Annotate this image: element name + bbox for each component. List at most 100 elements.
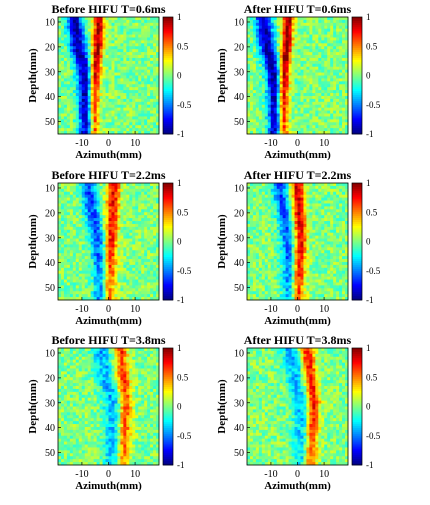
- colorbar-tick-label: -1: [366, 295, 374, 305]
- colorbar-tick-label: 1: [177, 178, 182, 188]
- colorbar-tick-label: 1: [177, 343, 182, 353]
- colorbar-tick-label: -0.5: [366, 100, 381, 110]
- heatmap-cells: [58, 183, 160, 301]
- y-tick-label: 50: [45, 448, 55, 459]
- colorbar-tick-label: -0.5: [366, 266, 381, 276]
- panel-title: After HIFU T=0.6ms: [244, 2, 352, 16]
- y-tick-label: 50: [45, 117, 55, 128]
- colorbar-tick-label: 0: [177, 71, 182, 81]
- panel-title: Before HIFU T=2.2ms: [51, 168, 165, 182]
- y-tick-label: 20: [234, 42, 244, 53]
- y-tick-label: 40: [234, 423, 244, 434]
- colorbar-tick-label: 1: [366, 12, 371, 22]
- colorbar-tick-label: -0.5: [177, 266, 192, 276]
- colorbar-tick-label: -0.5: [177, 431, 192, 441]
- y-tick-label: 30: [45, 67, 55, 78]
- y-axis-label: Depth(mm): [27, 379, 39, 434]
- y-tick-label: 50: [234, 117, 244, 128]
- panel-title: After HIFU T=2.2ms: [244, 168, 352, 182]
- colorbar-tick-label: -1: [177, 129, 185, 139]
- x-axis-label: Azimuth(mm): [264, 315, 331, 327]
- colorbar-tick-label: -0.5: [177, 100, 192, 110]
- y-tick-label: 30: [45, 398, 55, 409]
- colorbar: 1 0.5 0 -0.5 -1: [351, 12, 381, 139]
- colorbar-tick-label: 1: [177, 12, 182, 22]
- y-axis-label: Depth(mm): [27, 214, 39, 269]
- x-tick-label: 0: [295, 469, 300, 480]
- y-tick-label: 50: [234, 283, 244, 294]
- y-tick-label: 30: [234, 398, 244, 409]
- heatmap-cells: [58, 348, 160, 466]
- colorbar-tick-label: -1: [366, 460, 374, 470]
- colorbar-tick-label: 0.5: [177, 207, 189, 217]
- heatmap-cells: [247, 348, 349, 466]
- colorbar-tick-label: 0: [366, 402, 371, 412]
- y-tick-label: 10: [234, 348, 244, 359]
- y-tick-label: 20: [234, 208, 244, 219]
- x-tick-label: -10: [75, 138, 88, 149]
- x-tick-label: 10: [130, 469, 140, 480]
- colorbar-tick-label: 0.5: [366, 207, 378, 217]
- colorbar-tick-label: -1: [366, 129, 374, 139]
- x-tick-label: 10: [319, 469, 329, 480]
- x-tick-label: -10: [75, 469, 88, 480]
- y-tick-label: 30: [45, 233, 55, 244]
- y-tick-label: 50: [45, 283, 55, 294]
- colorbar-tick-label: 0: [177, 237, 182, 247]
- y-tick-label: 20: [234, 373, 244, 384]
- y-axis-label: Depth(mm): [216, 214, 228, 269]
- x-tick-label: 0: [295, 138, 300, 149]
- x-tick-label: 10: [130, 138, 140, 149]
- colorbar-tick-label: -0.5: [366, 431, 381, 441]
- x-axis-label: Azimuth(mm): [75, 149, 142, 161]
- heatmap-cells: [247, 17, 349, 135]
- colorbar: 1 0.5 0 -0.5 -1: [162, 178, 192, 305]
- colorbar-tick-label: -1: [177, 295, 185, 305]
- colorbar: 1 0.5 0 -0.5 -1: [162, 343, 192, 470]
- x-tick-label: -10: [264, 304, 277, 315]
- colorbar-tick-label: 1: [366, 178, 371, 188]
- y-tick-label: 10: [45, 348, 55, 359]
- x-tick-label: 10: [130, 304, 140, 315]
- colorbar-tick-label: 0: [177, 402, 182, 412]
- y-tick-label: 10: [45, 183, 55, 194]
- panel-title: Before HIFU T=3.8ms: [51, 333, 165, 347]
- y-tick-label: 40: [234, 92, 244, 103]
- y-tick-label: 10: [234, 17, 244, 28]
- y-tick-label: 30: [234, 67, 244, 78]
- x-tick-label: -10: [264, 138, 277, 149]
- y-tick-label: 20: [45, 42, 55, 53]
- x-axis-label: Azimuth(mm): [264, 149, 331, 161]
- heatmap-cells: [58, 17, 160, 135]
- x-tick-label: 10: [319, 304, 329, 315]
- colorbar: 1 0.5 0 -0.5 -1: [351, 178, 381, 305]
- colorbar-tick-label: 0.5: [177, 372, 189, 382]
- y-tick-label: 40: [234, 258, 244, 269]
- y-tick-label: 40: [45, 423, 55, 434]
- y-tick-label: 40: [45, 258, 55, 269]
- x-tick-label: 0: [295, 304, 300, 315]
- panel-title: After HIFU T=3.8ms: [244, 333, 352, 347]
- colorbar-tick-label: 0: [366, 237, 371, 247]
- x-axis-label: Azimuth(mm): [264, 480, 331, 492]
- x-tick-label: 0: [106, 138, 111, 149]
- colorbar-tick-label: -1: [177, 460, 185, 470]
- x-tick-label: -10: [75, 304, 88, 315]
- x-axis-label: Azimuth(mm): [75, 480, 142, 492]
- heatmap-cells: [247, 183, 349, 301]
- x-tick-label: -10: [264, 469, 277, 480]
- y-axis-label: Depth(mm): [216, 48, 228, 103]
- x-tick-label: 0: [106, 469, 111, 480]
- colorbar: 1 0.5 0 -0.5 -1: [351, 343, 381, 470]
- colorbar-tick-label: 0.5: [366, 372, 378, 382]
- y-tick-label: 40: [45, 92, 55, 103]
- y-tick-label: 30: [234, 233, 244, 244]
- y-tick-label: 20: [45, 373, 55, 384]
- x-tick-label: 10: [319, 138, 329, 149]
